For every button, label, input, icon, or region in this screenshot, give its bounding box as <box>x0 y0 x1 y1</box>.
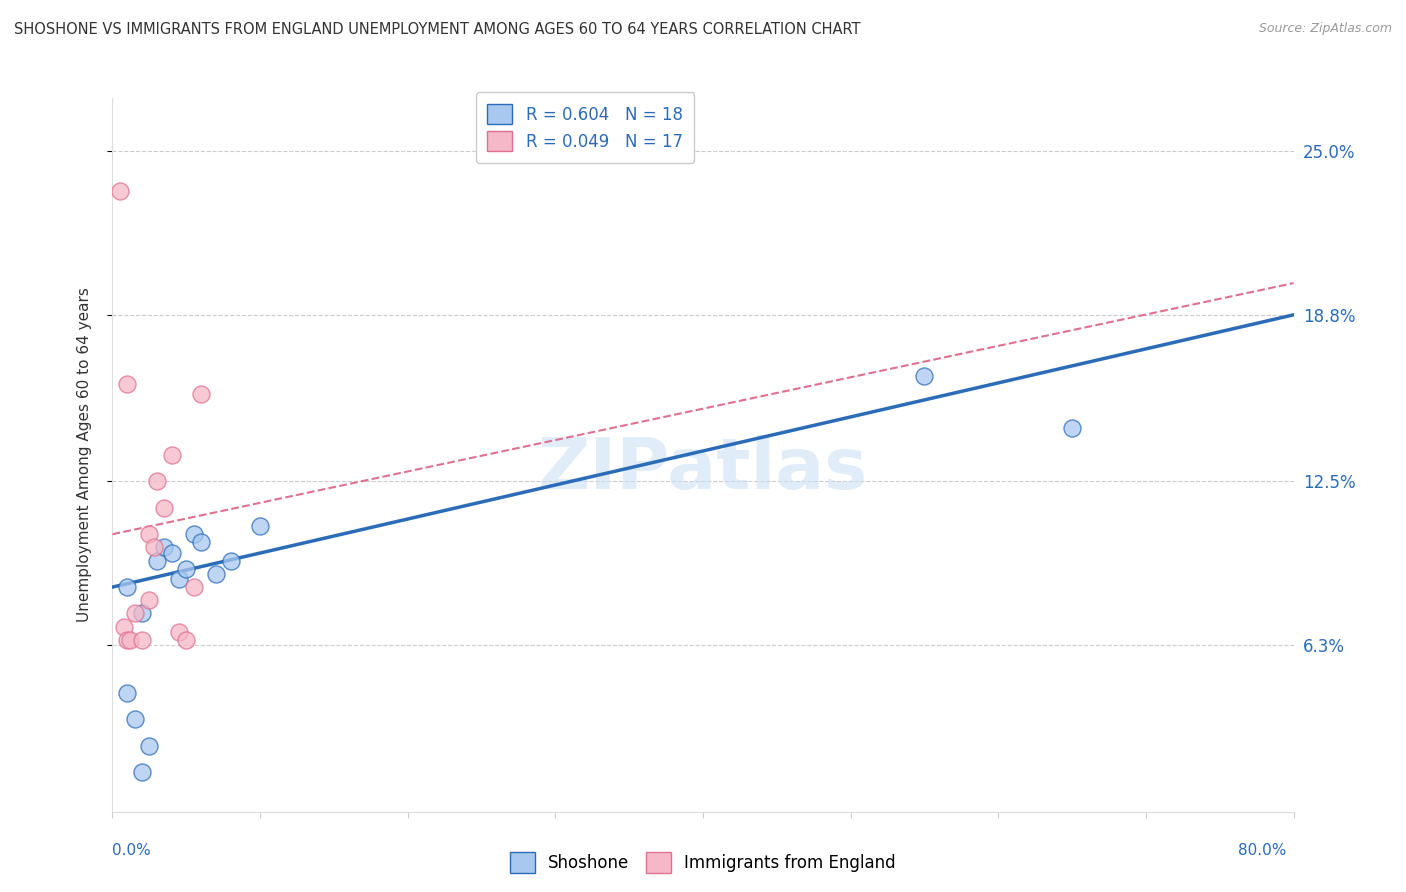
Text: ZIPatlas: ZIPatlas <box>538 434 868 504</box>
Text: 80.0%: 80.0% <box>1239 843 1286 858</box>
Text: SHOSHONE VS IMMIGRANTS FROM ENGLAND UNEMPLOYMENT AMONG AGES 60 TO 64 YEARS CORRE: SHOSHONE VS IMMIGRANTS FROM ENGLAND UNEM… <box>14 22 860 37</box>
Point <box>138 739 160 753</box>
Point <box>190 387 212 401</box>
Point <box>190 535 212 549</box>
Point <box>117 580 138 594</box>
Point <box>1062 421 1084 435</box>
Point <box>153 500 176 515</box>
Point <box>131 607 153 621</box>
Point <box>117 632 138 647</box>
Point <box>112 620 135 634</box>
Point <box>174 561 197 575</box>
Point <box>146 475 169 489</box>
Text: Source: ZipAtlas.com: Source: ZipAtlas.com <box>1258 22 1392 36</box>
Legend: Shoshone, Immigrants from England: Shoshone, Immigrants from England <box>503 846 903 880</box>
Point <box>117 686 138 700</box>
Point <box>117 376 138 391</box>
Point <box>167 625 190 640</box>
Point <box>167 572 190 586</box>
Point <box>174 632 197 647</box>
Point <box>142 541 165 555</box>
Point <box>249 519 271 533</box>
Point <box>160 448 183 462</box>
Point <box>914 368 936 383</box>
Point <box>131 632 153 647</box>
Point <box>183 580 205 594</box>
Point <box>153 541 176 555</box>
Point <box>160 546 183 560</box>
Point <box>124 607 146 621</box>
Point <box>131 765 153 780</box>
Point <box>120 632 142 647</box>
Text: 0.0%: 0.0% <box>112 843 152 858</box>
Point <box>124 712 146 726</box>
Point <box>138 593 160 607</box>
Point <box>108 184 131 198</box>
Point <box>183 527 205 541</box>
Legend: R = 0.604   N = 18, R = 0.049   N = 17: R = 0.604 N = 18, R = 0.049 N = 17 <box>475 92 695 163</box>
Y-axis label: Unemployment Among Ages 60 to 64 years: Unemployment Among Ages 60 to 64 years <box>77 287 91 623</box>
Point <box>138 527 160 541</box>
Point <box>205 566 228 581</box>
Point <box>146 554 169 568</box>
Point <box>219 554 242 568</box>
